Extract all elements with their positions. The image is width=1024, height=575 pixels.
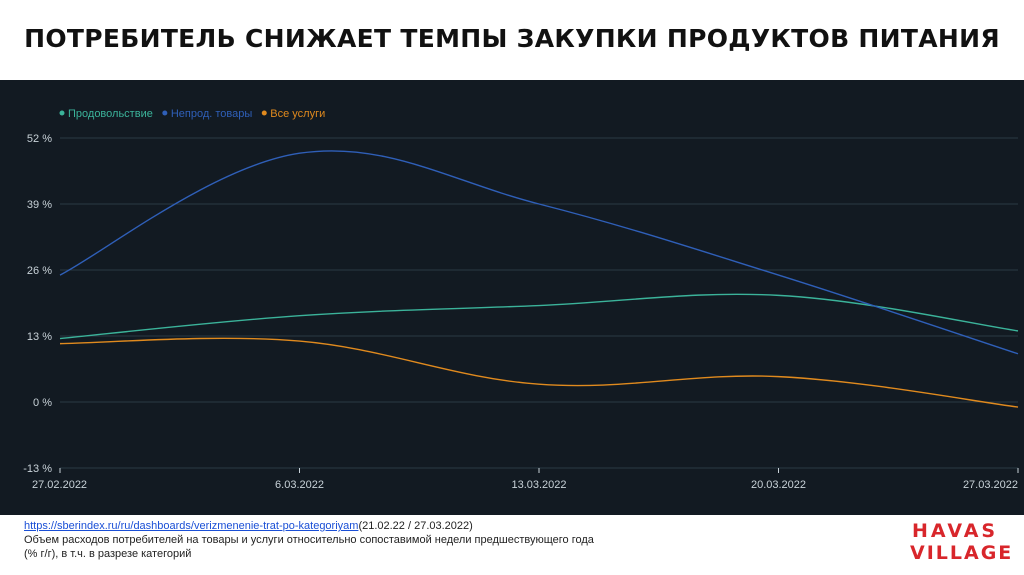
source-description-line-2: (% г/г), в т.ч. в разрезе категорий [24, 548, 192, 560]
line-chart-panel: 52 % 39 % 26 % 13 % 0 % -13 % 27.02.2022 6.03.2… [0, 80, 1024, 515]
page-title: ПОТРЕБИТЕЛЬ СНИЖАЕТ ТЕМПЫ ЗАКУПКИ ПРОДУК… [24, 24, 1000, 53]
y-tick-label: -13 % [23, 463, 52, 475]
source-description-line-1: Объем расходов потребителей на товары и … [24, 534, 594, 546]
series-line-2 [59, 150, 1019, 355]
legend-marker [162, 110, 168, 116]
x-tick-label: 6.03.2022 [275, 479, 324, 491]
legend-marker [261, 110, 267, 116]
series-line-3 [59, 337, 1019, 408]
x-tick-label: 20.03.2022 [751, 479, 806, 491]
source-date-range: (21.02.22 / 27.03.2022) [358, 520, 473, 532]
series-line-1 [59, 293, 1019, 340]
havas-village-logo: HAVAS VILLAGE [910, 520, 1011, 568]
source-link[interactable]: https://sberindex.ru/ru/dashboards/veriz… [24, 520, 359, 532]
logo-line-1: HAVAS [912, 520, 999, 542]
y-tick-label: 39 % [27, 199, 52, 211]
legend-label: Продовольствие [68, 108, 153, 120]
line-chart: 52 % 39 % 26 % 13 % 0 % -13 % 27.02.2022 6.03.2… [23, 108, 1019, 491]
legend-marker [59, 110, 65, 116]
y-tick-label: 26 % [27, 265, 52, 277]
source-note: https://sberindex.ru/ru/dashboards/veriz… [24, 519, 824, 561]
x-tick-label: 13.03.2022 [511, 479, 566, 491]
y-tick-label: 0 % [33, 397, 52, 409]
x-tick-label: 27.02.2022 [32, 479, 87, 491]
legend-label: Непрод. товары [171, 108, 253, 120]
legend-label: Все услуги [270, 108, 325, 120]
logo-line-2: VILLAGE [910, 542, 1014, 564]
y-tick-label: 13 % [27, 331, 52, 343]
y-tick-label: 52 % [27, 133, 52, 145]
x-tick-label: 27.03.2022 [963, 479, 1018, 491]
